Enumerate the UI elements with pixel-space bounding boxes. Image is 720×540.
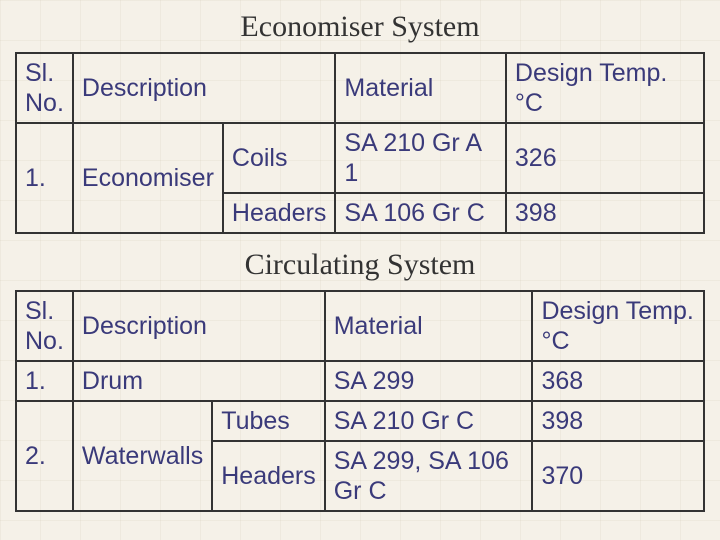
header-description: Description [73,291,325,361]
cell-material: SA 210 Gr A 1 [335,123,506,193]
table-header-row: Sl. No. Description Material Design Temp… [16,291,704,361]
cell-no: 1. [16,123,73,233]
circulating-title: Circulating System [15,248,705,282]
header-material: Material [325,291,533,361]
cell-temp: 368 [532,361,704,401]
cell-part: Tubes [212,401,325,441]
cell-temp: 398 [532,401,704,441]
header-design-temp: Design Temp. °C [532,291,704,361]
cell-desc: Waterwalls [73,401,212,511]
economiser-title: Economiser System [15,10,705,44]
header-design-temp: Design Temp. °C [506,53,704,123]
cell-desc: Drum [73,361,325,401]
header-slno: Sl. No. [16,291,73,361]
cell-material: SA 299 [325,361,533,401]
cell-desc: Economiser [73,123,223,233]
cell-part: Headers [223,193,336,233]
header-material: Material [335,53,506,123]
circulating-table: Sl. No. Description Material Design Temp… [15,290,705,512]
header-slno: Sl. No. [16,53,73,123]
cell-no: 2. [16,401,73,511]
cell-temp: 398 [506,193,704,233]
cell-material: SA 106 Gr C [335,193,506,233]
header-description: Description [73,53,336,123]
table-row: 1. Economiser Coils SA 210 Gr A 1 326 [16,123,704,193]
cell-part: Headers [212,441,325,511]
cell-material: SA 299, SA 106 Gr C [325,441,533,511]
table-row: 2. Waterwalls Tubes SA 210 Gr C 398 [16,401,704,441]
cell-temp: 370 [532,441,704,511]
cell-material: SA 210 Gr C [325,401,533,441]
table-header-row: Sl. No. Description Material Design Temp… [16,53,704,123]
cell-part: Coils [223,123,336,193]
table-row: 1. Drum SA 299 368 [16,361,704,401]
cell-no: 1. [16,361,73,401]
economiser-table: Sl. No. Description Material Design Temp… [15,52,705,234]
cell-temp: 326 [506,123,704,193]
